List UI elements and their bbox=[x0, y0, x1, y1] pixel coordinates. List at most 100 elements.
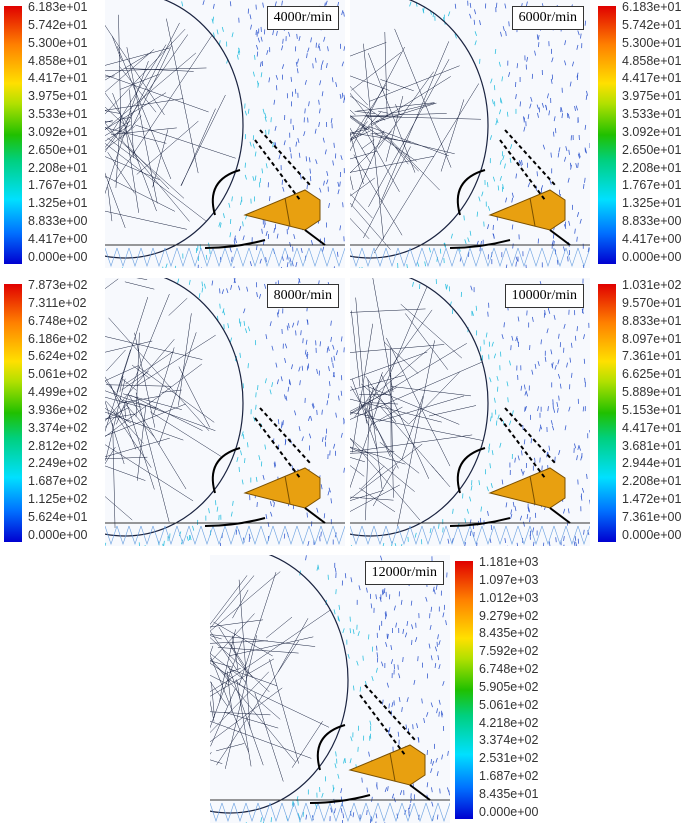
velocity-vector bbox=[325, 0, 328, 6]
velocity-vector bbox=[411, 624, 414, 630]
velocity-vector bbox=[326, 400, 329, 406]
velocity-vector bbox=[521, 159, 523, 166]
velocity-vector bbox=[581, 308, 584, 314]
velocity-vector bbox=[264, 116, 267, 122]
velocity-vector bbox=[278, 154, 281, 160]
velocity-vector bbox=[516, 542, 518, 546]
velocity-vector bbox=[340, 336, 343, 342]
velocity-vector bbox=[445, 620, 447, 626]
colorbar-tick-label: 3.681e+01 bbox=[622, 438, 682, 453]
velocity-vector bbox=[302, 338, 304, 344]
velocity-vector bbox=[243, 308, 246, 314]
velocity-vector bbox=[255, 29, 257, 36]
velocity-vector bbox=[269, 389, 272, 395]
tool-icon bbox=[488, 467, 566, 509]
velocity-vector bbox=[428, 643, 431, 649]
velocity-vector bbox=[525, 391, 529, 397]
velocity-vector bbox=[295, 61, 298, 67]
velocity-vector bbox=[219, 222, 222, 228]
velocity-vector bbox=[575, 163, 578, 169]
velocity-vector bbox=[317, 564, 320, 570]
velocity-vector bbox=[563, 535, 565, 542]
velocity-vector bbox=[583, 334, 585, 340]
velocity-vector bbox=[246, 286, 249, 292]
velocity-vector bbox=[539, 457, 541, 463]
velocity-vector bbox=[328, 202, 330, 208]
velocity-vector bbox=[528, 507, 531, 513]
velocity-vector bbox=[505, 264, 508, 268]
velocity-vector bbox=[494, 48, 497, 54]
velocity-vector bbox=[321, 60, 324, 66]
colorbar-ticks: 1.031e+02 9.570e+01 8.833e+01 8.097e+01 7.36… bbox=[622, 279, 681, 541]
velocity-vector bbox=[328, 381, 331, 387]
velocity-vector bbox=[508, 420, 512, 426]
flow-field-plot: 12000r/min bbox=[210, 555, 450, 823]
velocity-vector bbox=[258, 293, 262, 299]
colorbar bbox=[598, 284, 616, 542]
colorbar-tick-label: 4.417e+01 bbox=[28, 71, 88, 86]
velocity-vector bbox=[229, 232, 232, 238]
velocity-vector bbox=[505, 197, 508, 203]
velocity-vector bbox=[265, 257, 267, 263]
velocity-vector bbox=[440, 710, 444, 716]
velocity-vector bbox=[558, 333, 560, 339]
velocity-vector bbox=[549, 179, 552, 185]
velocity-vector bbox=[493, 233, 495, 239]
velocity-vector bbox=[489, 377, 492, 383]
colorbar-ticks: 6.183e+01 5.742e+01 5.300e+01 4.858e+01 4.41… bbox=[28, 1, 87, 263]
colorbar-tick-label: 1.767e+01 bbox=[28, 178, 88, 193]
velocity-vector bbox=[393, 605, 396, 611]
velocity-vector bbox=[402, 628, 405, 634]
velocity-vector bbox=[380, 555, 383, 561]
velocity-vector bbox=[534, 50, 536, 56]
velocity-vector bbox=[304, 79, 307, 85]
velocity-vector bbox=[565, 146, 568, 152]
velocity-vector bbox=[548, 110, 551, 116]
colorbar-tick-label: 4.499e+02 bbox=[28, 385, 88, 400]
velocity-vector bbox=[280, 266, 282, 268]
velocity-vector bbox=[165, 263, 168, 268]
velocity-vector bbox=[431, 801, 434, 807]
velocity-vector bbox=[408, 811, 410, 817]
velocity-vector bbox=[576, 455, 578, 461]
velocity-vector bbox=[575, 105, 579, 111]
velocity-vector bbox=[464, 518, 467, 524]
velocity-vector bbox=[281, 255, 284, 261]
velocity-vector bbox=[567, 177, 570, 183]
velocity-vector bbox=[469, 530, 472, 536]
velocity-vector bbox=[522, 470, 525, 476]
colorbar-tick-label: 1.687e+02 bbox=[479, 769, 539, 784]
velocity-vector bbox=[490, 78, 493, 84]
flow-arrows bbox=[449, 407, 571, 527]
velocity-vector bbox=[500, 31, 502, 37]
velocity-vector bbox=[450, 233, 453, 239]
velocity-vector bbox=[515, 256, 518, 262]
velocity-vector bbox=[273, 462, 276, 468]
velocity-vector bbox=[300, 330, 302, 336]
velocity-vector bbox=[326, 347, 329, 353]
velocity-vector bbox=[333, 266, 336, 268]
velocity-vector bbox=[576, 326, 578, 332]
velocity-vector bbox=[497, 185, 500, 191]
velocity-vector bbox=[241, 479, 244, 485]
tool-icon bbox=[243, 189, 321, 231]
velocity-vector bbox=[388, 727, 391, 733]
velocity-vector bbox=[398, 673, 401, 679]
speed-label: 8000r/min bbox=[266, 284, 339, 308]
velocity-vector bbox=[277, 419, 280, 425]
velocity-vector bbox=[350, 577, 353, 583]
velocity-vector bbox=[340, 155, 343, 161]
velocity-vector bbox=[416, 261, 420, 267]
velocity-vector bbox=[274, 1, 277, 7]
velocity-vector bbox=[573, 443, 577, 449]
velocity-vector bbox=[162, 543, 164, 546]
colorbar-tick-label: 5.300e+01 bbox=[28, 35, 88, 50]
velocity-vector bbox=[487, 205, 491, 211]
velocity-vector bbox=[567, 113, 570, 119]
velocity-vector bbox=[221, 26, 224, 32]
velocity-vector bbox=[298, 36, 301, 41]
velocity-vector bbox=[487, 182, 489, 188]
speed-label: 4000r/min bbox=[266, 6, 339, 30]
velocity-vector bbox=[105, 542, 107, 546]
colorbar-tick-label: 3.533e+01 bbox=[28, 107, 88, 122]
